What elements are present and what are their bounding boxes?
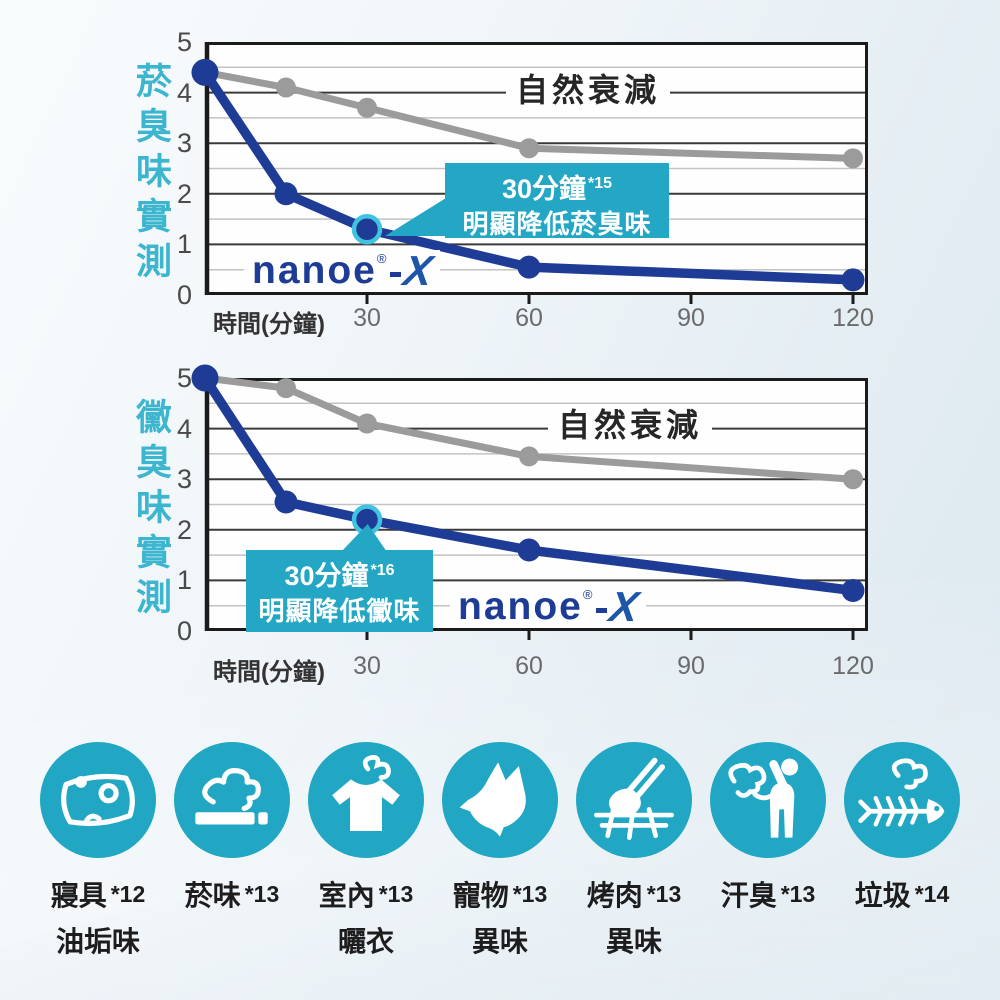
logo-x: X bbox=[401, 247, 436, 294]
y-tick-label: 3 bbox=[176, 464, 192, 495]
footnote-marker: *15 bbox=[588, 175, 613, 192]
x-tick-label: 120 bbox=[832, 652, 874, 680]
y-tick-label: 0 bbox=[176, 280, 192, 310]
annotation-time: 30分鐘 bbox=[284, 561, 369, 591]
odor-item-bedding: 寢具 *12 油垢味 bbox=[31, 742, 165, 960]
registered-mark: ® bbox=[582, 587, 593, 602]
x-tick-label: 30 bbox=[353, 652, 381, 680]
odor-item-garbage: 垃圾 *14 bbox=[835, 742, 969, 960]
footnote-marker: *16 bbox=[370, 562, 395, 579]
y-tick-label: 3 bbox=[176, 128, 192, 159]
x-axis-title: 時間(分鐘) bbox=[213, 311, 325, 338]
x-tick-label: 60 bbox=[515, 304, 543, 332]
y-tick-label: 1 bbox=[176, 565, 192, 596]
nanoe-x-logo: nanoe ® X bbox=[244, 247, 441, 294]
x-axis-title: 時間(分鐘) bbox=[213, 659, 325, 686]
odor-item-bbq: 烤肉 *13 異味 bbox=[567, 742, 701, 960]
logo-text: nanoe bbox=[252, 249, 377, 292]
y-tick-label: 5 bbox=[176, 363, 192, 393]
sweat-person-icon bbox=[710, 742, 826, 858]
x-tick-label: 30 bbox=[353, 304, 381, 332]
nanoe-x-logo: nanoe ® X bbox=[450, 583, 647, 630]
y-tick-label: 4 bbox=[176, 77, 192, 108]
y-tick-label: 0 bbox=[176, 616, 192, 646]
natural-decay-label: 自然衰減 bbox=[548, 406, 713, 444]
x-axis-row: 時間(分鐘) 30 60 90 120 bbox=[205, 652, 874, 686]
annotation-text: 明顯降低菸臭味 bbox=[462, 209, 652, 239]
odor-item-laundry: 室內 *13 曬衣 bbox=[299, 742, 433, 960]
odor-icons-row: 寢具 *12 油垢味 菸味 *13 室內 *13 曬衣 bbox=[0, 742, 1000, 960]
registered-mark: ® bbox=[376, 251, 387, 266]
cigarette-icon bbox=[174, 742, 290, 858]
annotation-30min-mold: 30分鐘 *16 明顯降低黴味 bbox=[246, 550, 433, 632]
shirt-icon bbox=[308, 742, 424, 858]
y-tick-label: 1 bbox=[176, 229, 192, 260]
y-axis-title-smoke: 菸臭味實測 bbox=[131, 62, 172, 287]
y-axis-ticks: 0 1 2 3 4 5 bbox=[154, 27, 196, 310]
y-axis-title-mold: 黴臭味實測 bbox=[131, 398, 172, 623]
logo-x: X bbox=[607, 583, 642, 630]
pillow-icon bbox=[40, 742, 156, 858]
y-tick-label: 2 bbox=[176, 178, 192, 209]
fishbone-icon bbox=[844, 742, 960, 858]
odor-item-cigarette: 菸味 *13 bbox=[165, 742, 299, 960]
x-axis-row: 時間(分鐘) 30 60 90 120 bbox=[205, 304, 874, 338]
annotation-text: 明顯降低黴味 bbox=[258, 596, 421, 626]
natural-decay-label: 自然衰減 bbox=[506, 71, 671, 109]
odor-item-sweat: 汗臭 *13 bbox=[701, 742, 835, 960]
x-tick-label: 90 bbox=[677, 304, 705, 332]
y-tick-label: 2 bbox=[176, 514, 192, 545]
x-tick-label: 120 bbox=[832, 304, 874, 332]
logo-dash bbox=[390, 271, 402, 277]
logo-text: nanoe bbox=[458, 585, 583, 628]
odor-item-pet: 寵物 *13 異味 bbox=[433, 742, 567, 960]
y-tick-label: 4 bbox=[176, 413, 192, 444]
x-tick-label: 90 bbox=[677, 652, 705, 680]
dog-icon bbox=[442, 742, 558, 858]
annotation-time: 30分鐘 bbox=[501, 174, 586, 204]
y-tick-label: 5 bbox=[176, 27, 192, 57]
logo-dash bbox=[596, 607, 608, 613]
x-tick-label: 60 bbox=[515, 652, 543, 680]
grill-icon bbox=[576, 742, 692, 858]
y-axis-ticks: 0 1 2 3 4 5 bbox=[154, 363, 196, 646]
annotation-30min-smoke: 30分鐘 *15 明顯降低菸臭味 bbox=[445, 163, 669, 239]
